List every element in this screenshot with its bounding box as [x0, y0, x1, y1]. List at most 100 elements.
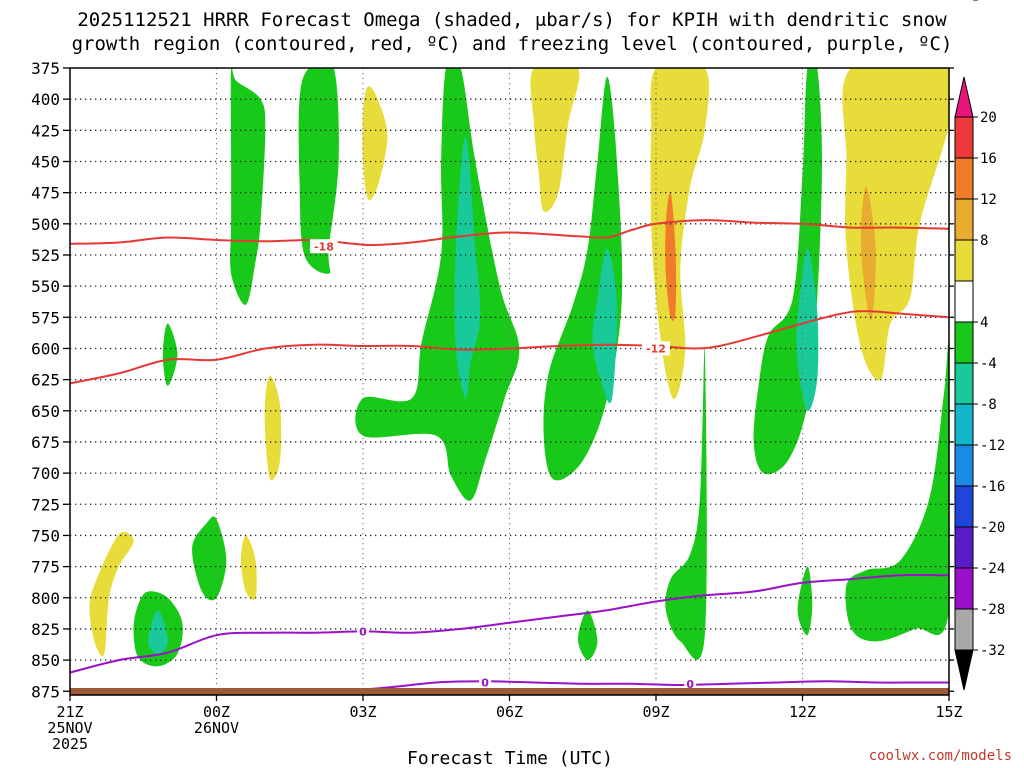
colorbar-label: -20	[980, 520, 1005, 536]
colorbar-label: -4	[980, 356, 997, 372]
contour-label-1: -12	[646, 342, 666, 355]
omega-region-9	[665, 192, 677, 322]
y-tick-label: 750	[31, 526, 60, 545]
y-tick-label: 775	[31, 558, 60, 577]
y-tick-label: 400	[31, 90, 60, 109]
y-tick-label: 850	[31, 651, 60, 670]
colorbar-bin	[954, 608, 974, 651]
contour-label-1-bg	[642, 341, 670, 356]
y-tick-label: 575	[31, 308, 60, 327]
x-tick-label: 06Z	[496, 703, 523, 721]
y-axis-pressure: 375 400 425 450 475 500 525 550 575 600 625 650 675 7…	[31, 59, 954, 701]
y-tick-label: 450	[31, 152, 60, 171]
contour-labels: -18 -12 0 0 0	[309, 239, 697, 691]
y-tick-label: 425	[31, 121, 60, 140]
chart-title-line-2: growth region (contoured, red, ºC) and f…	[72, 33, 953, 55]
colorbar-bin	[954, 403, 974, 446]
y-tick-label: 800	[31, 589, 60, 608]
omega-region-2	[362, 86, 388, 201]
omega-region-4	[454, 136, 481, 399]
colorbar-bin	[954, 280, 974, 323]
omega-region-24	[845, 341, 949, 642]
y-tick-label: 725	[31, 495, 60, 514]
colorbar-bin	[954, 116, 974, 159]
y-tick-label: 600	[31, 339, 60, 358]
x-tick-label: 12Z	[789, 703, 816, 721]
omega-shaded-regions	[89, 68, 949, 667]
colorbar-label: -28	[980, 602, 1005, 618]
y-tick-label: 550	[31, 277, 60, 296]
colorbar-bin	[954, 567, 974, 610]
colorbar-bin	[954, 321, 974, 364]
colorbar-bin	[954, 157, 974, 200]
colorbar-label: -12	[980, 438, 1005, 454]
y-tick-label: 625	[31, 371, 60, 390]
contour-label-0-bg	[309, 239, 338, 254]
contour-label-extra-0: 0	[686, 678, 694, 691]
x-tick-label: 00Z	[203, 703, 230, 721]
contour-label-0: -18	[314, 240, 334, 253]
contour-line-3	[338, 680, 949, 693]
omega-region-12	[162, 323, 178, 386]
contour-line-2	[70, 574, 949, 674]
colorbar-bin	[954, 444, 974, 487]
omega-region-8	[650, 68, 710, 400]
colorbar-bin	[954, 526, 974, 569]
contour-line-0	[70, 219, 949, 247]
contour-label-2-bg	[357, 624, 369, 639]
y-tick-label: 375	[31, 59, 60, 78]
omega-region-3	[355, 68, 520, 501]
colorbar-label: 4	[980, 315, 988, 331]
omega-region-16	[264, 375, 282, 481]
colorbar: 20 16 12 8 4 -4 -8 -12 -16 -20 -24 -28 -32 -36	[954, 0, 1005, 691]
x-tick-label: 2025	[52, 735, 88, 753]
x-tick-label: 25NOV	[47, 719, 92, 737]
x-tick-label: 21Z	[56, 703, 83, 721]
omega-region-13	[192, 516, 227, 601]
credit-link[interactable]: coolwx.com/models	[869, 748, 1012, 764]
ground-surface	[70, 688, 949, 695]
colorbar-label: -8	[980, 397, 997, 413]
y-tick-label: 525	[31, 246, 60, 265]
omega-region-21	[797, 566, 813, 636]
colorbar-label: -32	[980, 643, 1005, 659]
colorbar-label: -24	[980, 561, 1005, 577]
omega-region-17	[240, 535, 257, 600]
colorbar-label: 16	[980, 151, 997, 167]
colorbar-label: 8	[980, 233, 988, 249]
colorbar-label: -16	[980, 479, 1005, 495]
x-tick-label: 26NOV	[194, 719, 239, 737]
colorbar-label: -36	[980, 0, 1005, 4]
contour-label-2: 0	[359, 625, 367, 638]
chart-title-line-1: 2025112521 HRRR Forecast Omega (shaded, …	[77, 9, 947, 31]
colorbar-bin	[954, 198, 974, 241]
omega-region-10	[665, 345, 707, 660]
contour-label-3: 0	[481, 677, 489, 690]
isotherm-contours	[70, 219, 949, 693]
omega-region-20	[796, 248, 819, 412]
x-tick-label: 09Z	[642, 703, 669, 721]
colorbar-bin	[954, 239, 974, 282]
contour-label-3-bg	[479, 675, 492, 690]
omega-region-1	[298, 68, 339, 274]
y-tick-label: 675	[31, 433, 60, 452]
colorbar-bin	[954, 485, 974, 528]
contour-line-1	[70, 310, 949, 385]
x-axis-label: Forecast Time (UTC)	[407, 748, 613, 768]
y-tick-label: 825	[31, 620, 60, 639]
omega-region-18	[577, 610, 598, 661]
x-tick-label: 03Z	[349, 703, 376, 721]
omega-region-5	[530, 68, 580, 213]
omega-region-23	[860, 186, 876, 321]
colorbar-label: 12	[980, 192, 997, 208]
y-tick-label: 500	[31, 215, 60, 234]
y-tick-label: 475	[31, 184, 60, 203]
x-tick-label: 15Z	[935, 703, 962, 721]
contour-label-extra-0-bg	[684, 676, 697, 691]
omega-region-0	[230, 68, 266, 305]
colorbar-label: 20	[980, 110, 997, 126]
omega-region-15	[148, 610, 168, 654]
omega-region-7	[592, 248, 618, 404]
